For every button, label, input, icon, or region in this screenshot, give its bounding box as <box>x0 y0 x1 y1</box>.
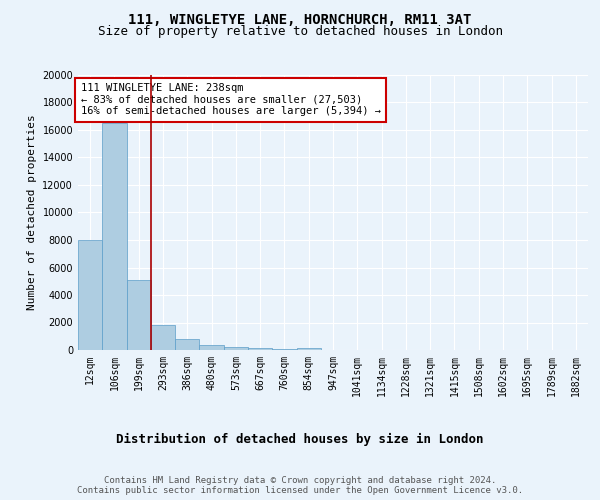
Text: Contains HM Land Registry data © Crown copyright and database right 2024.
Contai: Contains HM Land Registry data © Crown c… <box>77 476 523 495</box>
Bar <box>175 339 199 350</box>
Bar <box>224 347 248 350</box>
Bar <box>248 348 272 350</box>
Text: 111 WINGLETYE LANE: 238sqm
← 83% of detached houses are smaller (27,503)
16% of : 111 WINGLETYE LANE: 238sqm ← 83% of deta… <box>80 83 380 116</box>
Bar <box>199 345 224 350</box>
Bar <box>151 324 175 350</box>
Text: Distribution of detached houses by size in London: Distribution of detached houses by size … <box>116 432 484 446</box>
Bar <box>127 280 151 350</box>
Text: 111, WINGLETYE LANE, HORNCHURCH, RM11 3AT: 111, WINGLETYE LANE, HORNCHURCH, RM11 3A… <box>128 12 472 26</box>
Bar <box>78 240 102 350</box>
Text: Size of property relative to detached houses in London: Size of property relative to detached ho… <box>97 25 503 38</box>
Y-axis label: Number of detached properties: Number of detached properties <box>27 114 37 310</box>
Bar <box>102 123 127 350</box>
Bar <box>272 348 296 350</box>
Bar <box>296 348 321 350</box>
